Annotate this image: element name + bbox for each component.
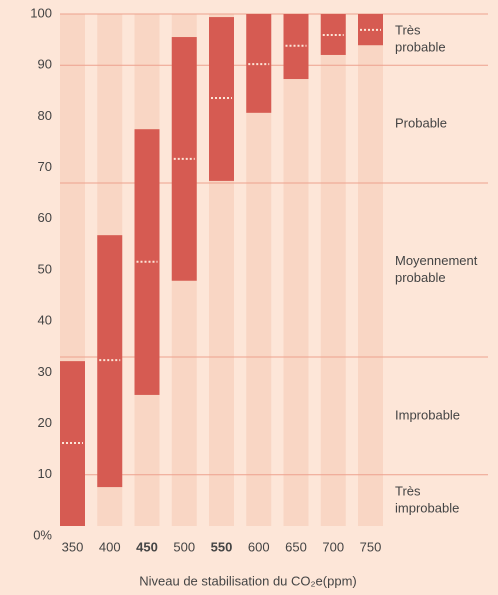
band-label: improbable: [395, 500, 459, 515]
y-tick-label: 60: [38, 210, 52, 225]
y-tick-label: 90: [38, 57, 52, 72]
band-label: probable: [395, 40, 446, 55]
bar: [134, 129, 160, 395]
x-tick-label: 600: [248, 539, 270, 554]
y-tick-label: 80: [38, 108, 52, 123]
x-tick-label: 550: [211, 539, 233, 554]
y-tick-label: 10: [38, 466, 52, 481]
y-tick-label: 70: [38, 159, 52, 174]
column-stripe: [283, 14, 309, 526]
band-label: Moyennement: [395, 253, 478, 268]
x-tick-label: 750: [360, 539, 382, 554]
bar: [358, 14, 383, 46]
x-tick-label: 350: [62, 539, 84, 554]
band-label: Probable: [395, 116, 447, 131]
bar: [97, 235, 123, 488]
x-axis-title: Niveau de stabilisation du CO₂e(ppm): [139, 573, 356, 588]
bar: [209, 17, 234, 181]
bar: [246, 14, 272, 113]
y-tick-label: 100: [30, 5, 52, 20]
band-label: Improbable: [395, 407, 460, 422]
band-label: Très: [395, 23, 421, 38]
x-tick-label: 700: [322, 539, 344, 554]
y-tick-label: 50: [38, 261, 52, 276]
x-tick-label: 450: [136, 539, 158, 554]
x-tick-label: 650: [285, 539, 307, 554]
x-tick-label: 400: [99, 539, 121, 554]
band-label: probable: [395, 270, 446, 285]
y-tick-label: 20: [38, 415, 52, 430]
x-tick-label: 500: [173, 539, 195, 554]
column-stripe: [320, 14, 346, 526]
y-tick-label: 0%: [33, 527, 52, 542]
y-tick-label: 30: [38, 364, 52, 379]
column-stripe: [358, 14, 383, 526]
bar: [60, 361, 85, 526]
bar: [320, 14, 346, 55]
bar: [171, 37, 197, 281]
band-label: Très: [395, 483, 421, 498]
bar: [283, 14, 309, 80]
y-tick-label: 40: [38, 313, 52, 328]
